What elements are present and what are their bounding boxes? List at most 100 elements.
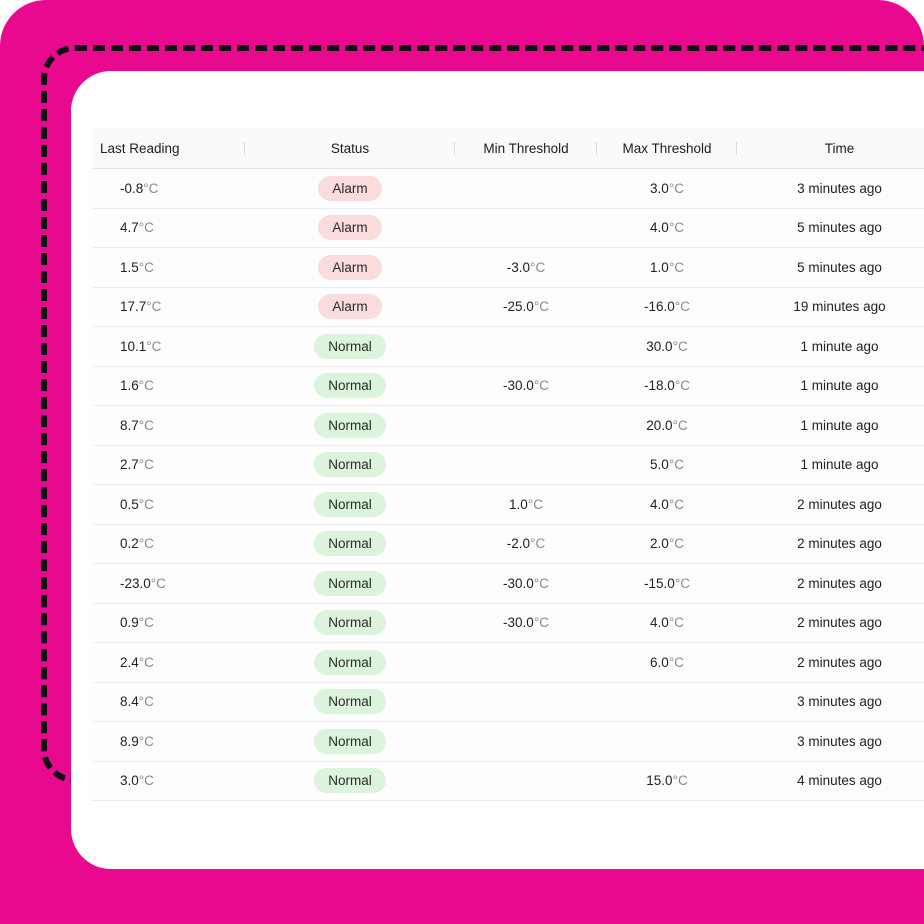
table-row[interactable]: 2.4°C Normal 6.0°C 2 minutes ago: [92, 642, 924, 683]
min-threshold-cell: -30.0°C: [455, 603, 597, 643]
max-threshold-cell: -18.0°C: [597, 366, 737, 406]
unit-label: °C: [138, 259, 154, 275]
table-row[interactable]: 1.6°C Normal -30.0°C -18.0°C 1 minute ago: [92, 366, 924, 406]
min-threshold-cell-value: -2.0: [506, 536, 531, 552]
max-threshold-cell-value: 4.0: [650, 496, 669, 512]
table-row[interactable]: 0.5°C Normal 1.0°C 4.0°C 2 minutes ago: [92, 484, 924, 525]
time-cell: 4 minutes ago: [737, 761, 924, 801]
unit-label: °C: [533, 575, 549, 591]
unit-label: °C: [146, 338, 162, 354]
header-time[interactable]: Time: [737, 128, 924, 169]
max-threshold-cell: [597, 682, 737, 722]
table-row[interactable]: 1.5°C Alarm -3.0°C 1.0°C 5 minutes ago: [92, 247, 924, 288]
last-reading-cell: 1.5°C: [92, 247, 245, 288]
table-row[interactable]: -0.8°C Alarm 3.0°C 3 minutes ago: [92, 168, 924, 209]
min-threshold-cell-value: -3.0: [506, 259, 531, 275]
table-row[interactable]: 10.1°C Normal 30.0°C 1 minute ago: [92, 326, 924, 367]
unit-label: °C: [668, 457, 684, 473]
max-threshold-cell-value: 3.0: [650, 180, 669, 196]
unit-label: °C: [668, 654, 684, 670]
max-threshold-cell: [597, 721, 737, 762]
unit-label: °C: [668, 259, 684, 275]
unit-label: °C: [674, 299, 690, 315]
unit-label: °C: [150, 575, 166, 591]
max-threshold-cell: 1.0°C: [597, 247, 737, 288]
last-reading-cell-value: -23.0: [120, 575, 151, 591]
max-threshold-cell: 2.0°C: [597, 524, 737, 564]
unit-label: °C: [138, 457, 154, 473]
max-threshold-cell-value: 2.0: [650, 536, 669, 552]
min-threshold-cell: -30.0°C: [455, 563, 597, 604]
last-reading-cell: 8.4°C: [92, 682, 245, 722]
status-badge: Normal: [314, 452, 386, 478]
max-threshold-cell-value: -15.0: [644, 575, 675, 591]
time-cell: 2 minutes ago: [737, 524, 924, 564]
status-cell: Normal: [245, 642, 455, 683]
status-cell: Normal: [245, 366, 455, 406]
unit-label: °C: [668, 615, 684, 631]
status-cell: Normal: [245, 405, 455, 446]
max-threshold-cell-value: 30.0: [646, 338, 673, 354]
status-cell: Alarm: [245, 208, 455, 248]
max-threshold-cell-value: 20.0: [646, 417, 673, 433]
min-threshold-cell-value: -30.0: [503, 575, 534, 591]
min-threshold-cell: [455, 721, 597, 762]
last-reading-cell-value: 3.0: [120, 773, 139, 789]
table-row[interactable]: 8.9°C Normal 3 minutes ago: [92, 721, 924, 762]
header-max-threshold[interactable]: Max Threshold: [597, 128, 737, 169]
max-threshold-cell: -15.0°C: [597, 563, 737, 604]
unit-label: °C: [533, 299, 549, 315]
table-row[interactable]: 4.7°C Alarm 4.0°C 5 minutes ago: [92, 208, 924, 248]
table-row[interactable]: 17.7°C Alarm -25.0°C -16.0°C 19 minutes ago: [92, 287, 924, 327]
last-reading-cell: 0.5°C: [92, 484, 245, 525]
status-badge: Normal: [314, 531, 386, 557]
status-cell: Alarm: [245, 168, 455, 209]
unit-label: °C: [138, 378, 154, 394]
header-status[interactable]: Status: [245, 128, 455, 169]
status-cell: Normal: [245, 603, 455, 643]
status-cell: Alarm: [245, 247, 455, 288]
table-row[interactable]: 8.7°C Normal 20.0°C 1 minute ago: [92, 405, 924, 446]
unit-label: °C: [138, 220, 154, 236]
table-row[interactable]: 0.2°C Normal -2.0°C 2.0°C 2 minutes ago: [92, 524, 924, 564]
status-badge: Normal: [314, 728, 386, 754]
unit-label: °C: [138, 654, 154, 670]
header-min-threshold[interactable]: Min Threshold: [455, 128, 597, 169]
last-reading-cell: 0.9°C: [92, 603, 245, 643]
max-threshold-cell: 20.0°C: [597, 405, 737, 446]
min-threshold-cell-value: -30.0: [503, 615, 534, 631]
table-row[interactable]: 2.7°C Normal 5.0°C 1 minute ago: [92, 445, 924, 485]
last-reading-cell-value: 0.9: [120, 615, 139, 631]
table-row[interactable]: 3.0°C Normal 15.0°C 4 minutes ago: [92, 761, 924, 801]
max-threshold-cell: 6.0°C: [597, 642, 737, 683]
min-threshold-cell: -3.0°C: [455, 247, 597, 288]
last-reading-cell: 0.2°C: [92, 524, 245, 564]
header-last-reading[interactable]: Last Reading: [92, 128, 245, 169]
status-badge: Normal: [314, 373, 386, 399]
min-threshold-cell: [455, 168, 597, 209]
status-badge: Normal: [314, 412, 386, 438]
readings-table: Last Reading Status Min Threshold Max Th…: [92, 128, 924, 801]
max-threshold-cell-value: -16.0: [644, 299, 675, 315]
max-threshold-cell-value: 4.0: [650, 615, 669, 631]
unit-label: °C: [138, 496, 154, 512]
time-cell: 1 minute ago: [737, 366, 924, 406]
unit-label: °C: [674, 575, 690, 591]
min-threshold-cell: [455, 405, 597, 446]
status-cell: Alarm: [245, 287, 455, 327]
status-badge: Normal: [314, 570, 386, 596]
last-reading-cell: 2.4°C: [92, 642, 245, 683]
table-row[interactable]: -23.0°C Normal -30.0°C -15.0°C 2 minutes ago: [92, 563, 924, 604]
unit-label: °C: [674, 378, 690, 394]
table-row[interactable]: 8.4°C Normal 3 minutes ago: [92, 682, 924, 722]
last-reading-cell-value: 8.9: [120, 733, 139, 749]
unit-label: °C: [668, 220, 684, 236]
status-badge: Alarm: [318, 294, 382, 320]
time-cell: 1 minute ago: [737, 326, 924, 367]
unit-label: °C: [668, 180, 684, 196]
table-row[interactable]: 0.9°C Normal -30.0°C 4.0°C 2 minutes ago: [92, 603, 924, 643]
unit-label: °C: [527, 496, 543, 512]
max-threshold-cell-value: 15.0: [646, 773, 673, 789]
status-cell: Normal: [245, 484, 455, 525]
